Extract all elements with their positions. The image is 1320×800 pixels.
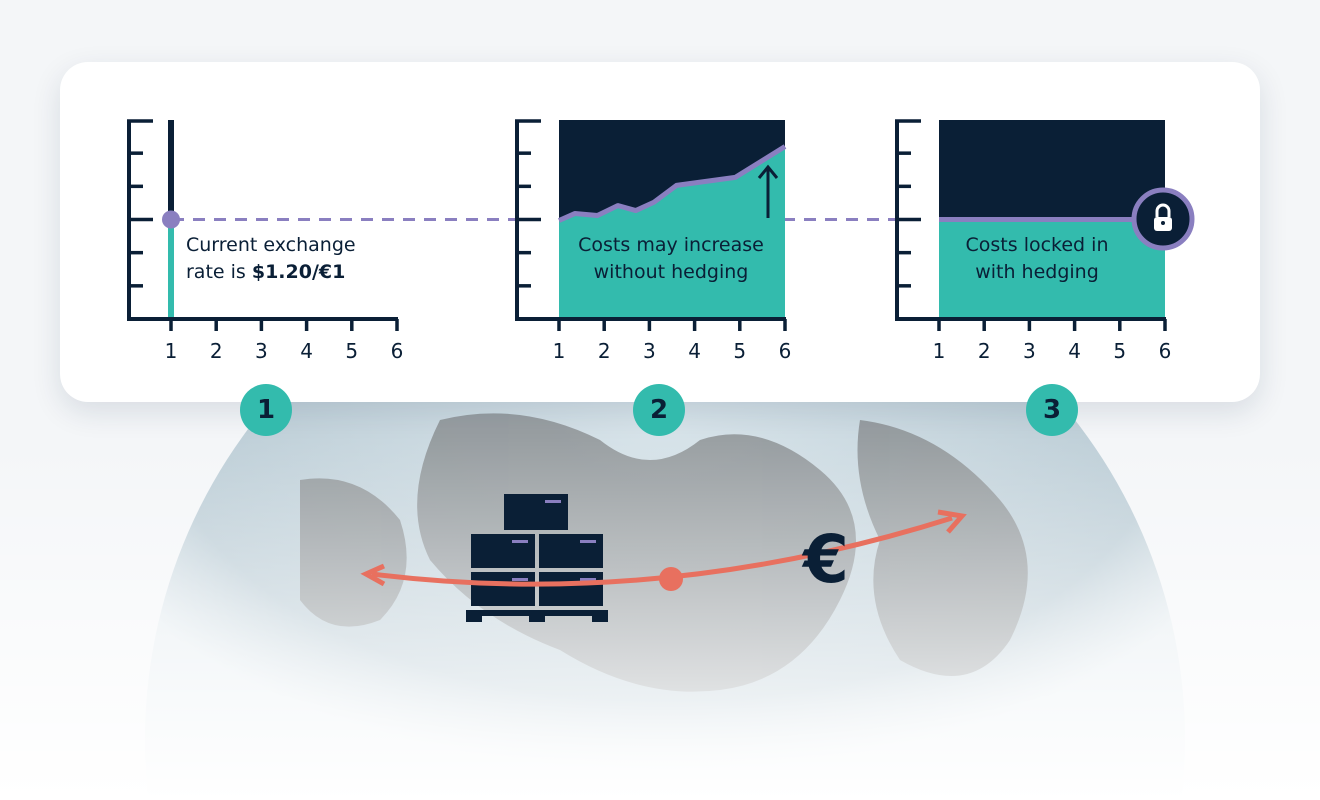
step-badge-3: 3 bbox=[1026, 384, 1078, 436]
x-tick-label: 5 bbox=[733, 339, 746, 363]
x-tick-label: 6 bbox=[779, 339, 792, 363]
lock-keyhole bbox=[1161, 221, 1165, 225]
x-tick-label: 1 bbox=[553, 339, 566, 363]
pallet-boxes-icon bbox=[466, 494, 608, 622]
chart1-annotation: Current exchange rate is $1.20/€1 bbox=[186, 232, 356, 286]
x-tick-label: 3 bbox=[643, 339, 656, 363]
x-tick-label: 6 bbox=[1159, 339, 1172, 363]
annotation-line: Costs locked in bbox=[965, 234, 1109, 256]
annotation-line: without hedging bbox=[593, 261, 749, 283]
text: rate is bbox=[186, 261, 252, 283]
x-tick-label: 1 bbox=[933, 339, 946, 363]
x-tick-label: 6 bbox=[391, 339, 404, 363]
chart3-annotation: Costs locked in with hedging bbox=[937, 232, 1137, 286]
x-tick-label: 3 bbox=[255, 339, 268, 363]
annotation-line: with hedging bbox=[975, 261, 1099, 283]
midpoint-dot bbox=[659, 567, 683, 591]
x-tick-label: 4 bbox=[300, 339, 313, 363]
x-tick-label: 2 bbox=[598, 339, 611, 363]
x-tick-label: 5 bbox=[1113, 339, 1126, 363]
x-tick-label: 2 bbox=[978, 339, 991, 363]
euro-symbol: € bbox=[801, 521, 849, 598]
x-tick-label: 3 bbox=[1023, 339, 1036, 363]
x-tick-label: 4 bbox=[688, 339, 701, 363]
x-tick-label: 5 bbox=[345, 339, 358, 363]
annotation-line: rate is $1.20/€1 bbox=[186, 259, 356, 286]
chart2-annotation: Costs may increase without hedging bbox=[557, 232, 785, 286]
current-rate-dot bbox=[162, 210, 180, 229]
cost-area bbox=[559, 146, 785, 319]
x-tick-label: 2 bbox=[210, 339, 223, 363]
step-badge-1: 1 bbox=[240, 384, 292, 436]
x-tick-label: 4 bbox=[1068, 339, 1081, 363]
cost-area bbox=[939, 219, 1165, 319]
step-badge-2: 2 bbox=[633, 384, 685, 436]
lock-icon bbox=[1155, 203, 1171, 217]
up-arrow-icon bbox=[757, 164, 779, 179]
annotation-line: Current exchange bbox=[186, 234, 356, 256]
cost-line bbox=[557, 144, 787, 223]
x-tick-label: 1 bbox=[165, 339, 178, 363]
exchange-rate: $1.20/€1 bbox=[251, 261, 346, 283]
annotation-line: Costs may increase bbox=[578, 234, 764, 256]
